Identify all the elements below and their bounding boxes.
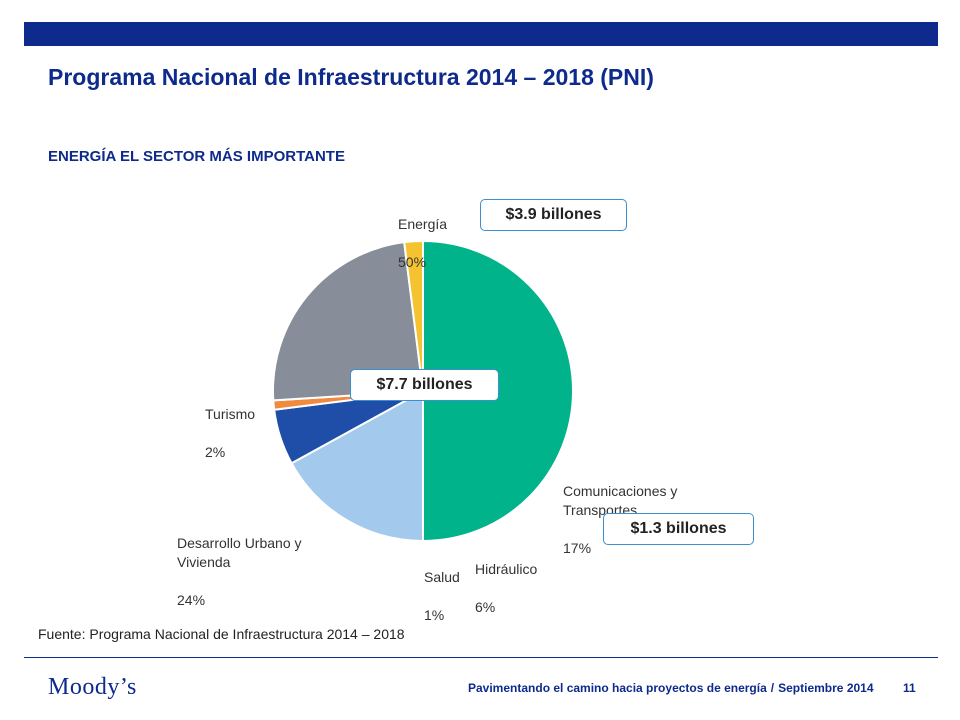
slice-label-energia-pct: 50% <box>398 254 427 270</box>
header-bar <box>24 22 938 46</box>
slice-label-desarrollo-pct: 24% <box>177 592 206 608</box>
slice-label-salud-pct: 1% <box>424 607 445 623</box>
moodys-logo: Moody’s <box>48 674 137 700</box>
page-subtitle: ENERGÍA EL SECTOR MÁS IMPORTANTE <box>48 148 345 165</box>
callout-comunicaciones-amount: $1.3 billones <box>603 513 754 545</box>
slice-label-desarrollo: Desarrollo Urbano y Vivienda 24% <box>177 515 302 610</box>
slice-label-hidraulico-name: Hidráulico <box>475 561 538 577</box>
page-number: 11 <box>903 681 916 695</box>
page-title: Programa Nacional de Infraestructura 201… <box>48 64 654 90</box>
slice-label-energia-name: Energía <box>398 216 448 232</box>
pie-slice-1 <box>290 389 424 543</box>
footer-date: Septiembre 2014 <box>778 681 874 695</box>
slice-label-turismo: Turismo 2% <box>205 386 255 462</box>
footer-title: Pavimentando el camino hacia proyectos d… <box>468 681 767 695</box>
source-note: Fuente: Programa Nacional de Infraestruc… <box>38 626 405 642</box>
slice-label-energia: Energía 50% <box>398 196 447 272</box>
slice-label-salud-name: Salud <box>424 569 460 585</box>
pie-slice-5 <box>403 239 424 392</box>
slice-label-hidraulico-pct: 6% <box>475 599 496 615</box>
pie-slice-4 <box>272 241 425 402</box>
slice-label-comunicaciones-pct: 17% <box>563 540 592 556</box>
footer-caption: Pavimentando el camino hacia proyectos d… <box>468 681 874 695</box>
slice-label-desarrollo-name: Desarrollo Urbano y Vivienda <box>177 535 302 570</box>
slice-label-turismo-name: Turismo <box>205 406 256 422</box>
callout-total-amount: $7.7 billones <box>350 369 499 401</box>
slice-label-salud: Salud 1% <box>424 549 460 625</box>
footer-divider <box>24 657 938 658</box>
slice-label-turismo-pct: 2% <box>205 444 226 460</box>
slice-label-hidraulico: Hidráulico 6% <box>475 541 537 617</box>
callout-energia-amount: $3.9 billones <box>480 199 627 231</box>
footer-separator: / <box>770 681 775 695</box>
